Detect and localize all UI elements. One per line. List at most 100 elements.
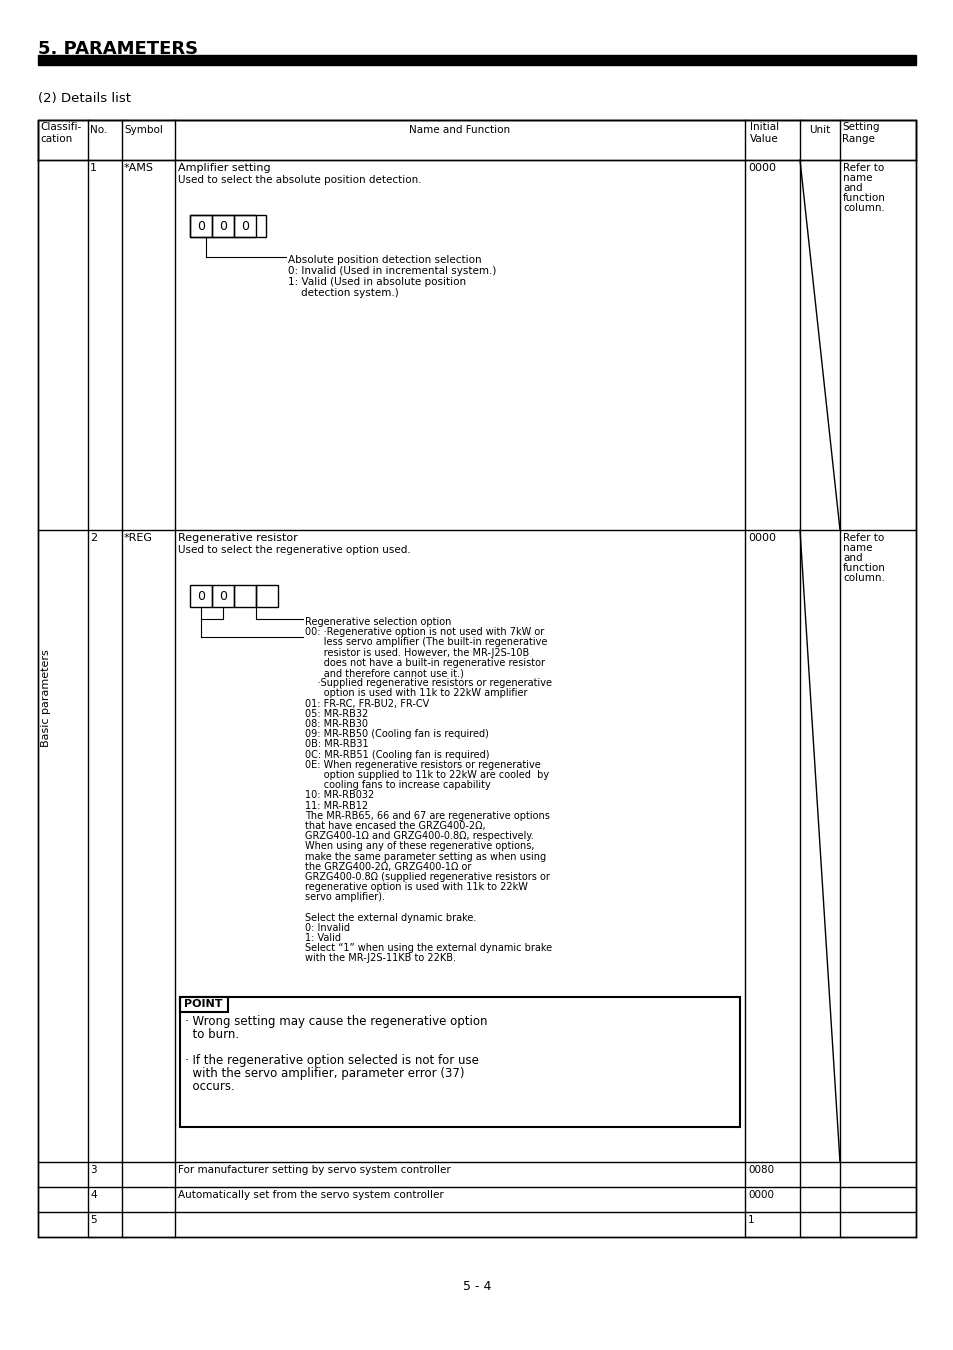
Text: 2: 2 xyxy=(90,533,97,543)
Text: *REG: *REG xyxy=(124,533,152,543)
Text: Regenerative selection option: Regenerative selection option xyxy=(305,617,451,626)
Bar xyxy=(255,585,277,608)
Text: 0: Invalid (Used in incremental system.): 0: Invalid (Used in incremental system.) xyxy=(288,266,496,275)
Text: 01: FR-RC, FR-BU2, FR-CV: 01: FR-RC, FR-BU2, FR-CV xyxy=(305,698,429,709)
Bar xyxy=(212,215,233,238)
Text: 0: 0 xyxy=(219,220,227,232)
Text: 1: 1 xyxy=(90,163,97,173)
Text: 08: MR-RB30: 08: MR-RB30 xyxy=(305,720,368,729)
Text: servo amplifier).: servo amplifier). xyxy=(305,892,385,902)
Bar xyxy=(190,215,266,238)
Text: The MR-RB65, 66 and 67 are regenerative options: The MR-RB65, 66 and 67 are regenerative … xyxy=(305,811,549,821)
Text: · If the regenerative option selected is not for use: · If the regenerative option selected is… xyxy=(185,1054,478,1067)
Text: 0: Invalid: 0: Invalid xyxy=(305,923,350,933)
Bar xyxy=(38,120,915,1237)
Text: occurs.: occurs. xyxy=(185,1080,234,1094)
Text: POINT: POINT xyxy=(184,999,222,1008)
Bar xyxy=(38,120,915,161)
Text: Used to select the regenerative option used.: Used to select the regenerative option u… xyxy=(178,545,411,555)
Text: 0E: When regenerative resistors or regenerative: 0E: When regenerative resistors or regen… xyxy=(305,760,540,770)
Bar xyxy=(190,585,212,608)
Text: Used to select the absolute position detection.: Used to select the absolute position det… xyxy=(178,176,421,185)
Text: detection system.): detection system.) xyxy=(288,288,398,298)
Text: and: and xyxy=(842,554,862,563)
Text: 0: 0 xyxy=(241,220,249,232)
Text: 0: 0 xyxy=(196,220,205,232)
Bar xyxy=(212,585,233,608)
Text: 0000: 0000 xyxy=(747,533,775,543)
Text: Amplifier setting: Amplifier setting xyxy=(178,163,271,173)
Bar xyxy=(233,585,255,608)
Text: column.: column. xyxy=(842,572,884,583)
Text: option is used with 11k to 22kW amplifier: option is used with 11k to 22kW amplifie… xyxy=(305,688,527,698)
Text: name: name xyxy=(842,543,872,554)
Text: Select “1” when using the external dynamic brake: Select “1” when using the external dynam… xyxy=(305,944,552,953)
Bar xyxy=(190,215,212,238)
Text: 0: 0 xyxy=(196,590,205,602)
Text: regenerative option is used with 11k to 22kW: regenerative option is used with 11k to … xyxy=(305,882,527,892)
Text: 1: Valid: 1: Valid xyxy=(305,933,340,944)
Text: Basic parameters: Basic parameters xyxy=(41,649,51,748)
Text: 1: Valid (Used in absolute position: 1: Valid (Used in absolute position xyxy=(288,277,466,288)
Text: name: name xyxy=(842,173,872,184)
Text: to burn.: to burn. xyxy=(185,1027,239,1041)
Text: 0: 0 xyxy=(219,590,227,602)
Text: less servo amplifier (The built-in regenerative: less servo amplifier (The built-in regen… xyxy=(305,637,547,648)
Bar xyxy=(38,55,915,65)
Text: does not have a built-in regenerative resistor: does not have a built-in regenerative re… xyxy=(305,657,544,668)
Text: Symbol: Symbol xyxy=(124,126,163,135)
Text: 1: 1 xyxy=(747,1215,754,1224)
Text: and: and xyxy=(842,184,862,193)
Text: 5 - 4: 5 - 4 xyxy=(462,1280,491,1293)
Text: No.: No. xyxy=(90,126,108,135)
Text: the GRZG400-2Ω, GRZG400-1Ω or: the GRZG400-2Ω, GRZG400-1Ω or xyxy=(305,861,471,872)
Text: (2) Details list: (2) Details list xyxy=(38,92,131,105)
Text: 0000: 0000 xyxy=(747,1189,773,1200)
Text: with the MR-J2S-11KB to 22KB.: with the MR-J2S-11KB to 22KB. xyxy=(305,953,456,964)
Text: For manufacturer setting by servo system controller: For manufacturer setting by servo system… xyxy=(178,1165,450,1174)
Text: that have encased the GRZG400-2Ω,: that have encased the GRZG400-2Ω, xyxy=(305,821,485,832)
Text: 10: MR-RB032: 10: MR-RB032 xyxy=(305,790,374,801)
Text: option supplied to 11k to 22kW are cooled  by: option supplied to 11k to 22kW are coole… xyxy=(305,769,549,780)
Text: Refer to: Refer to xyxy=(842,533,883,543)
Text: Setting
Range: Setting Range xyxy=(841,122,879,143)
Text: resistor is used. However, the MR-J2S-10B: resistor is used. However, the MR-J2S-10… xyxy=(305,648,529,657)
Text: 5: 5 xyxy=(90,1215,96,1224)
Text: 0C: MR-RB51 (Cooling fan is required): 0C: MR-RB51 (Cooling fan is required) xyxy=(305,749,489,760)
Text: with the servo amplifier, parameter error (37): with the servo amplifier, parameter erro… xyxy=(185,1066,464,1080)
Text: Regenerative resistor: Regenerative resistor xyxy=(178,533,297,543)
Text: Refer to: Refer to xyxy=(842,163,883,173)
Text: Unit: Unit xyxy=(808,126,830,135)
Text: column.: column. xyxy=(842,202,884,213)
Text: *AMS: *AMS xyxy=(124,163,153,173)
Text: 09: MR-RB50 (Cooling fan is required): 09: MR-RB50 (Cooling fan is required) xyxy=(305,729,488,740)
Bar xyxy=(180,998,228,1012)
Text: When using any of these regenerative options,: When using any of these regenerative opt… xyxy=(305,841,534,852)
Text: 11: MR-RB12: 11: MR-RB12 xyxy=(305,801,368,810)
Text: 00: ·Regenerative option is not used with 7kW or: 00: ·Regenerative option is not used wit… xyxy=(305,628,543,637)
Text: cooling fans to increase capability: cooling fans to increase capability xyxy=(305,780,490,790)
Text: GRZG400-0.8Ω (supplied regenerative resistors or: GRZG400-0.8Ω (supplied regenerative resi… xyxy=(305,872,549,882)
Text: 3: 3 xyxy=(90,1165,96,1174)
Text: function: function xyxy=(842,563,885,572)
Text: Name and Function: Name and Function xyxy=(409,126,510,135)
Bar xyxy=(233,215,255,238)
Text: 05: MR-RB32: 05: MR-RB32 xyxy=(305,709,368,718)
Text: · Wrong setting may cause the regenerative option: · Wrong setting may cause the regenerati… xyxy=(185,1015,487,1027)
Text: 0B: MR-RB31: 0B: MR-RB31 xyxy=(305,740,368,749)
Text: GRZG400-1Ω and GRZG400-0.8Ω, respectively.: GRZG400-1Ω and GRZG400-0.8Ω, respectivel… xyxy=(305,832,533,841)
Text: function: function xyxy=(842,193,885,202)
Text: Initial
Value: Initial Value xyxy=(749,122,779,143)
Text: Automatically set from the servo system controller: Automatically set from the servo system … xyxy=(178,1189,443,1200)
Text: 5. PARAMETERS: 5. PARAMETERS xyxy=(38,40,198,58)
Text: Classifi-
cation: Classifi- cation xyxy=(40,122,81,143)
Text: and therefore cannot use it.): and therefore cannot use it.) xyxy=(305,668,463,678)
Bar xyxy=(180,998,740,1127)
Text: 0000: 0000 xyxy=(747,163,775,173)
Text: ·Supplied regenerative resistors or regenerative: ·Supplied regenerative resistors or rege… xyxy=(305,678,552,688)
Text: make the same parameter setting as when using: make the same parameter setting as when … xyxy=(305,852,545,861)
Text: 0080: 0080 xyxy=(747,1165,773,1174)
Text: Select the external dynamic brake.: Select the external dynamic brake. xyxy=(305,913,476,922)
Text: Absolute position detection selection: Absolute position detection selection xyxy=(288,255,481,265)
Text: 4: 4 xyxy=(90,1189,96,1200)
